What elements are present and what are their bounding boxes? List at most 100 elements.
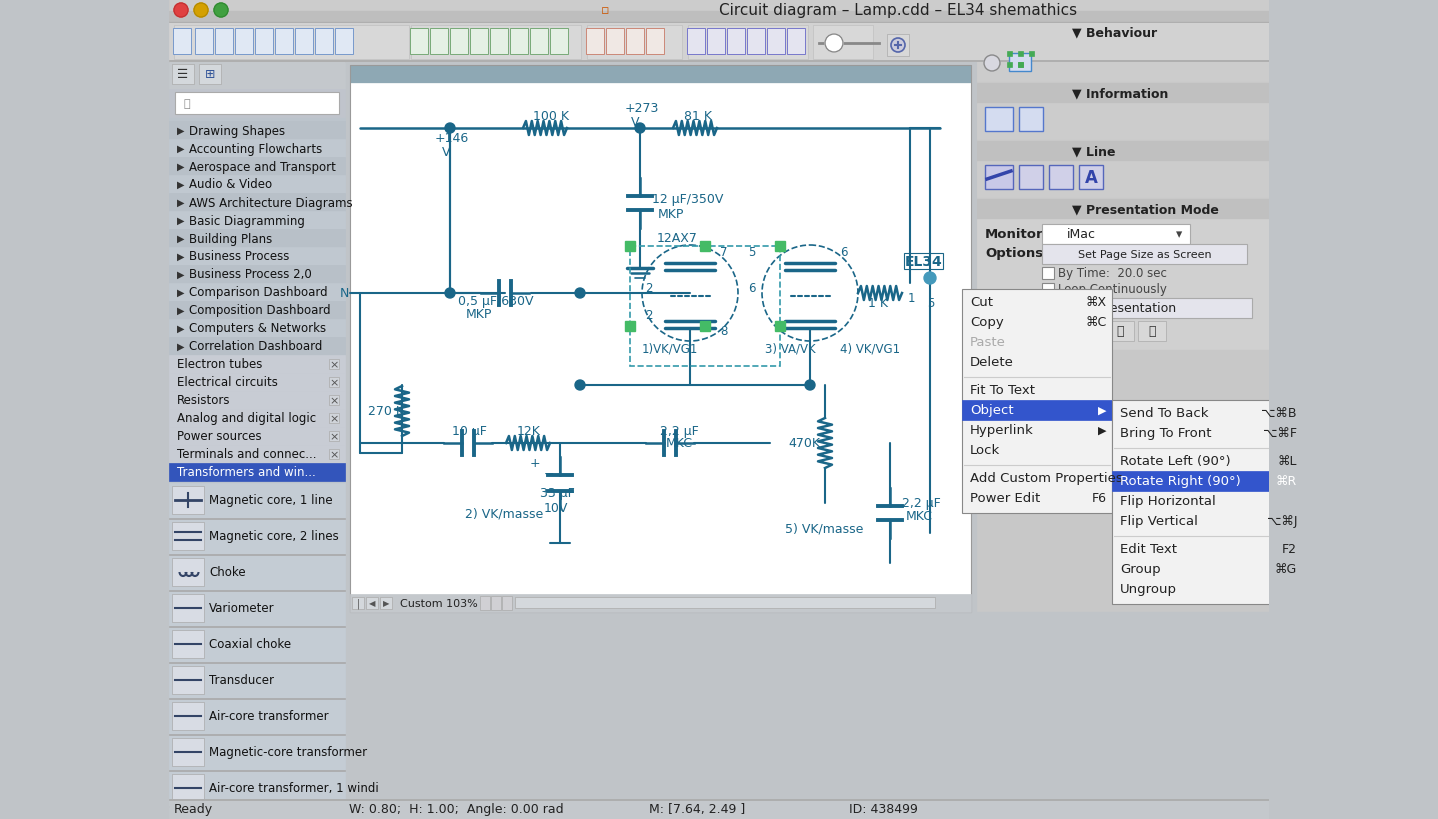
Text: Group: Group [1120, 563, 1160, 576]
Text: ▾: ▾ [1176, 229, 1182, 242]
Bar [352, 597, 364, 609]
Bar [976, 142, 1268, 162]
Text: Correlation Dashboard: Correlation Dashboard [188, 340, 322, 353]
Bar [329, 414, 339, 423]
Bar [1018, 63, 1022, 68]
Bar [976, 22, 1268, 44]
Bar [173, 595, 204, 622]
Bar [329, 432, 339, 441]
Bar [812, 26, 873, 60]
Text: 2: 2 [646, 309, 653, 322]
Text: +273: +273 [626, 102, 660, 115]
Bar [170, 734, 345, 735]
Text: ×: × [329, 432, 339, 441]
Bar [531, 29, 548, 55]
Bar [170, 337, 345, 355]
Bar [170, 90, 345, 118]
Bar [1106, 322, 1135, 342]
Bar [687, 26, 808, 60]
Bar [367, 597, 378, 609]
Text: ⌥⌘J: ⌥⌘J [1267, 515, 1297, 528]
Bar [976, 84, 1268, 104]
Circle shape [444, 288, 454, 299]
Text: Business Process: Business Process [188, 250, 289, 263]
Text: 2,2 µF: 2,2 µF [902, 497, 940, 510]
Bar [962, 400, 1112, 420]
Text: −: − [544, 467, 555, 480]
Text: ×: × [329, 396, 339, 405]
Bar [630, 247, 779, 367]
Text: 12 µF/350V: 12 µF/350V [651, 192, 723, 206]
Bar [1018, 52, 1022, 57]
Text: ⌘X: ⌘X [1086, 296, 1107, 309]
Text: ⌥⌘B: ⌥⌘B [1261, 407, 1297, 420]
Bar [329, 378, 339, 387]
Text: Coaxial choke: Coaxial choke [209, 638, 290, 651]
Text: iMac: iMac [1067, 229, 1096, 242]
Text: Variometer: Variometer [209, 602, 275, 615]
Text: 1)VK/VG1: 1)VK/VG1 [641, 342, 699, 355]
Text: N: N [339, 287, 349, 300]
Text: Object: Object [971, 404, 1014, 417]
Bar [887, 35, 909, 57]
Bar [315, 29, 334, 55]
Text: ⏩: ⏩ [1116, 325, 1123, 338]
Text: ⏪: ⏪ [1084, 325, 1091, 338]
Text: Lock: Lock [971, 444, 1001, 457]
Bar [170, 446, 345, 464]
Bar [349, 84, 971, 613]
Text: +: + [531, 457, 541, 470]
Bar [170, 61, 1268, 62]
Text: Electron tubes: Electron tubes [177, 358, 262, 371]
Bar [170, 212, 345, 229]
Text: ×: × [329, 414, 339, 423]
Bar [170, 519, 345, 555]
Bar [976, 219, 1268, 350]
Text: MKC: MKC [666, 437, 693, 450]
Text: ▶: ▶ [177, 342, 184, 351]
Text: Drawing Shapes: Drawing Shapes [188, 124, 285, 138]
Text: Basic Diagramming: Basic Diagramming [188, 215, 305, 227]
Bar [170, 555, 345, 591]
Bar [170, 229, 345, 247]
Bar [173, 738, 204, 766]
Text: Rotate Right (90°): Rotate Right (90°) [1120, 475, 1241, 488]
Bar [976, 162, 1268, 197]
Text: 2) VK/masse: 2) VK/masse [464, 507, 544, 520]
Bar [490, 29, 508, 55]
Text: ▶: ▶ [177, 126, 184, 136]
Bar [170, 518, 345, 519]
Circle shape [984, 56, 999, 72]
Text: 2,2 µF: 2,2 µF [660, 425, 699, 438]
Bar [1043, 322, 1070, 342]
Bar [173, 774, 204, 802]
Text: MKP: MKP [659, 207, 684, 220]
Circle shape [575, 288, 585, 299]
Text: Magnetic-core transformer: Magnetic-core transformer [209, 745, 367, 758]
Text: Flip Vertical: Flip Vertical [1120, 515, 1198, 528]
Text: 1: 1 [907, 292, 916, 305]
Text: F6: F6 [1091, 492, 1107, 505]
Text: ☰: ☰ [177, 69, 188, 81]
Bar [170, 590, 345, 591]
Text: Copy: Copy [971, 316, 1004, 329]
Bar [1043, 299, 1252, 319]
Text: ×: × [329, 450, 339, 459]
Text: +146: +146 [436, 133, 469, 145]
Bar [1043, 224, 1191, 245]
Text: HT *380V: HT *380V [1179, 325, 1238, 338]
Bar [173, 486, 204, 514]
Bar [626, 322, 636, 332]
Text: ×: × [329, 378, 339, 387]
Circle shape [825, 35, 843, 53]
Bar [275, 29, 293, 55]
Bar [700, 242, 710, 251]
Bar [728, 29, 745, 55]
Text: ▶: ▶ [177, 197, 184, 208]
Circle shape [805, 381, 815, 391]
Text: ▼ Presentation Mode: ▼ Presentation Mode [1071, 203, 1219, 216]
Text: Fit To Text: Fit To Text [971, 384, 1035, 397]
Bar [174, 26, 408, 60]
Bar [170, 158, 345, 176]
Bar [626, 242, 636, 251]
